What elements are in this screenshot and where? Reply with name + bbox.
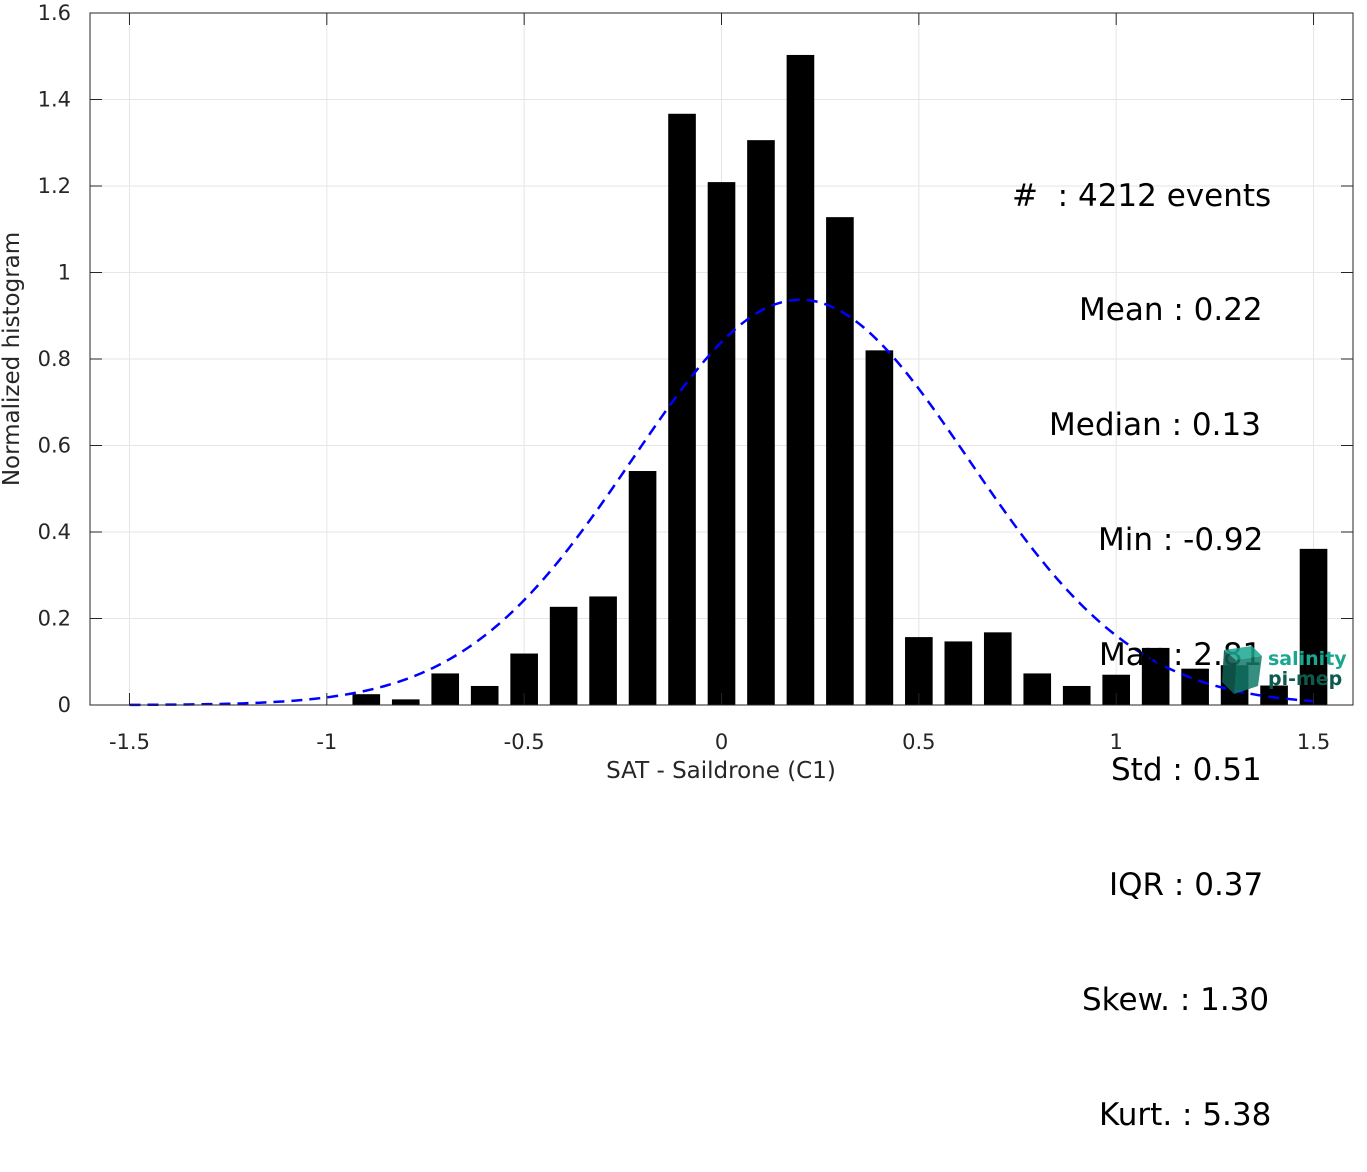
y-axis-label: Normalized histogram [0, 232, 25, 486]
histogram-bar [747, 140, 775, 705]
histogram-bar [668, 113, 696, 705]
stat-min: Min : -0.92 [1098, 522, 1264, 559]
logo-mark-icon [1222, 646, 1262, 694]
histogram-bar [628, 471, 657, 705]
x-axis-label: SAT - Saildrone (C1) [606, 758, 836, 784]
salinity-pimep-logo: salinity pi-mep [1222, 646, 1352, 696]
histogram-bar [983, 632, 1012, 705]
plot-axes [89, 12, 1354, 706]
x-tick-label: 0.5 [902, 730, 935, 754]
histogram-bar [352, 694, 381, 705]
histogram-bar [826, 217, 854, 705]
histogram-bar [786, 54, 815, 705]
x-tick-label: -1.5 [109, 730, 150, 754]
histogram-bar [865, 350, 894, 705]
histogram-bar [391, 699, 420, 705]
y-tick-label: 0.4 [38, 520, 71, 544]
x-tick-label: -0.5 [504, 730, 545, 754]
x-tick-label: 1 [1110, 730, 1123, 754]
y-tick-label: 1.6 [38, 1, 71, 25]
logo-text-pimep: pi-mep [1268, 668, 1343, 690]
stats-box: # : 4212 events Mean : 0.22 Median : 0.1… [1000, 100, 1271, 1172]
histogram-bar [1062, 685, 1091, 705]
stat-median: Median : 0.13 [1049, 407, 1261, 444]
histogram-bar [1299, 548, 1328, 705]
y-tick-label: 0.8 [38, 347, 71, 371]
stat-std: Std : 0.51 [1111, 752, 1262, 789]
stat-kurt: Kurt. : 5.38 [1099, 1096, 1272, 1133]
histogram-bars [352, 54, 1328, 706]
stat-mean: Mean : 0.22 [1079, 292, 1263, 329]
histogram-bar [549, 606, 578, 705]
histogram-bar [1260, 685, 1288, 705]
histogram-bar [1141, 647, 1170, 705]
y-tick-label: 0 [58, 693, 71, 717]
x-tick-label: -1 [316, 730, 337, 754]
x-tick-label: 1.5 [1297, 730, 1330, 754]
stat-count: # : 4212 events [1012, 177, 1272, 214]
histogram-bar [431, 673, 460, 705]
x-tick-label: 0 [715, 730, 728, 754]
stat-skew: Skew. : 1.30 [1082, 981, 1270, 1018]
stat-iqr: IQR : 0.37 [1109, 866, 1264, 903]
y-tick-label: 1.2 [38, 174, 71, 198]
histogram-bar [470, 685, 499, 705]
tick-labels: -1.5 -1 -0.5 0 0.5 1 1.5 0 0.2 0.4 0.6 0.8 1 1.2 1.4 1.… [38, 1, 1331, 754]
logo-text-salinity: salinity [1268, 648, 1347, 670]
histogram-bar [707, 182, 736, 706]
histogram-chart: -1.5 -1 -0.5 0 0.5 1 1.5 0 0.2 0.4 0.6 0.8 1 1.2 1.4 1.… [0, 1, 1354, 784]
histogram-bar [589, 596, 617, 705]
y-tick-label: 0.2 [38, 607, 71, 631]
histogram-bar [944, 641, 973, 705]
y-tick-label: 0.6 [38, 434, 71, 458]
normal-fit-curve [129, 298, 1314, 707]
y-tick-label: 1.4 [38, 88, 71, 112]
histogram-bar [1023, 673, 1052, 705]
y-tick-label: 1 [58, 261, 71, 285]
